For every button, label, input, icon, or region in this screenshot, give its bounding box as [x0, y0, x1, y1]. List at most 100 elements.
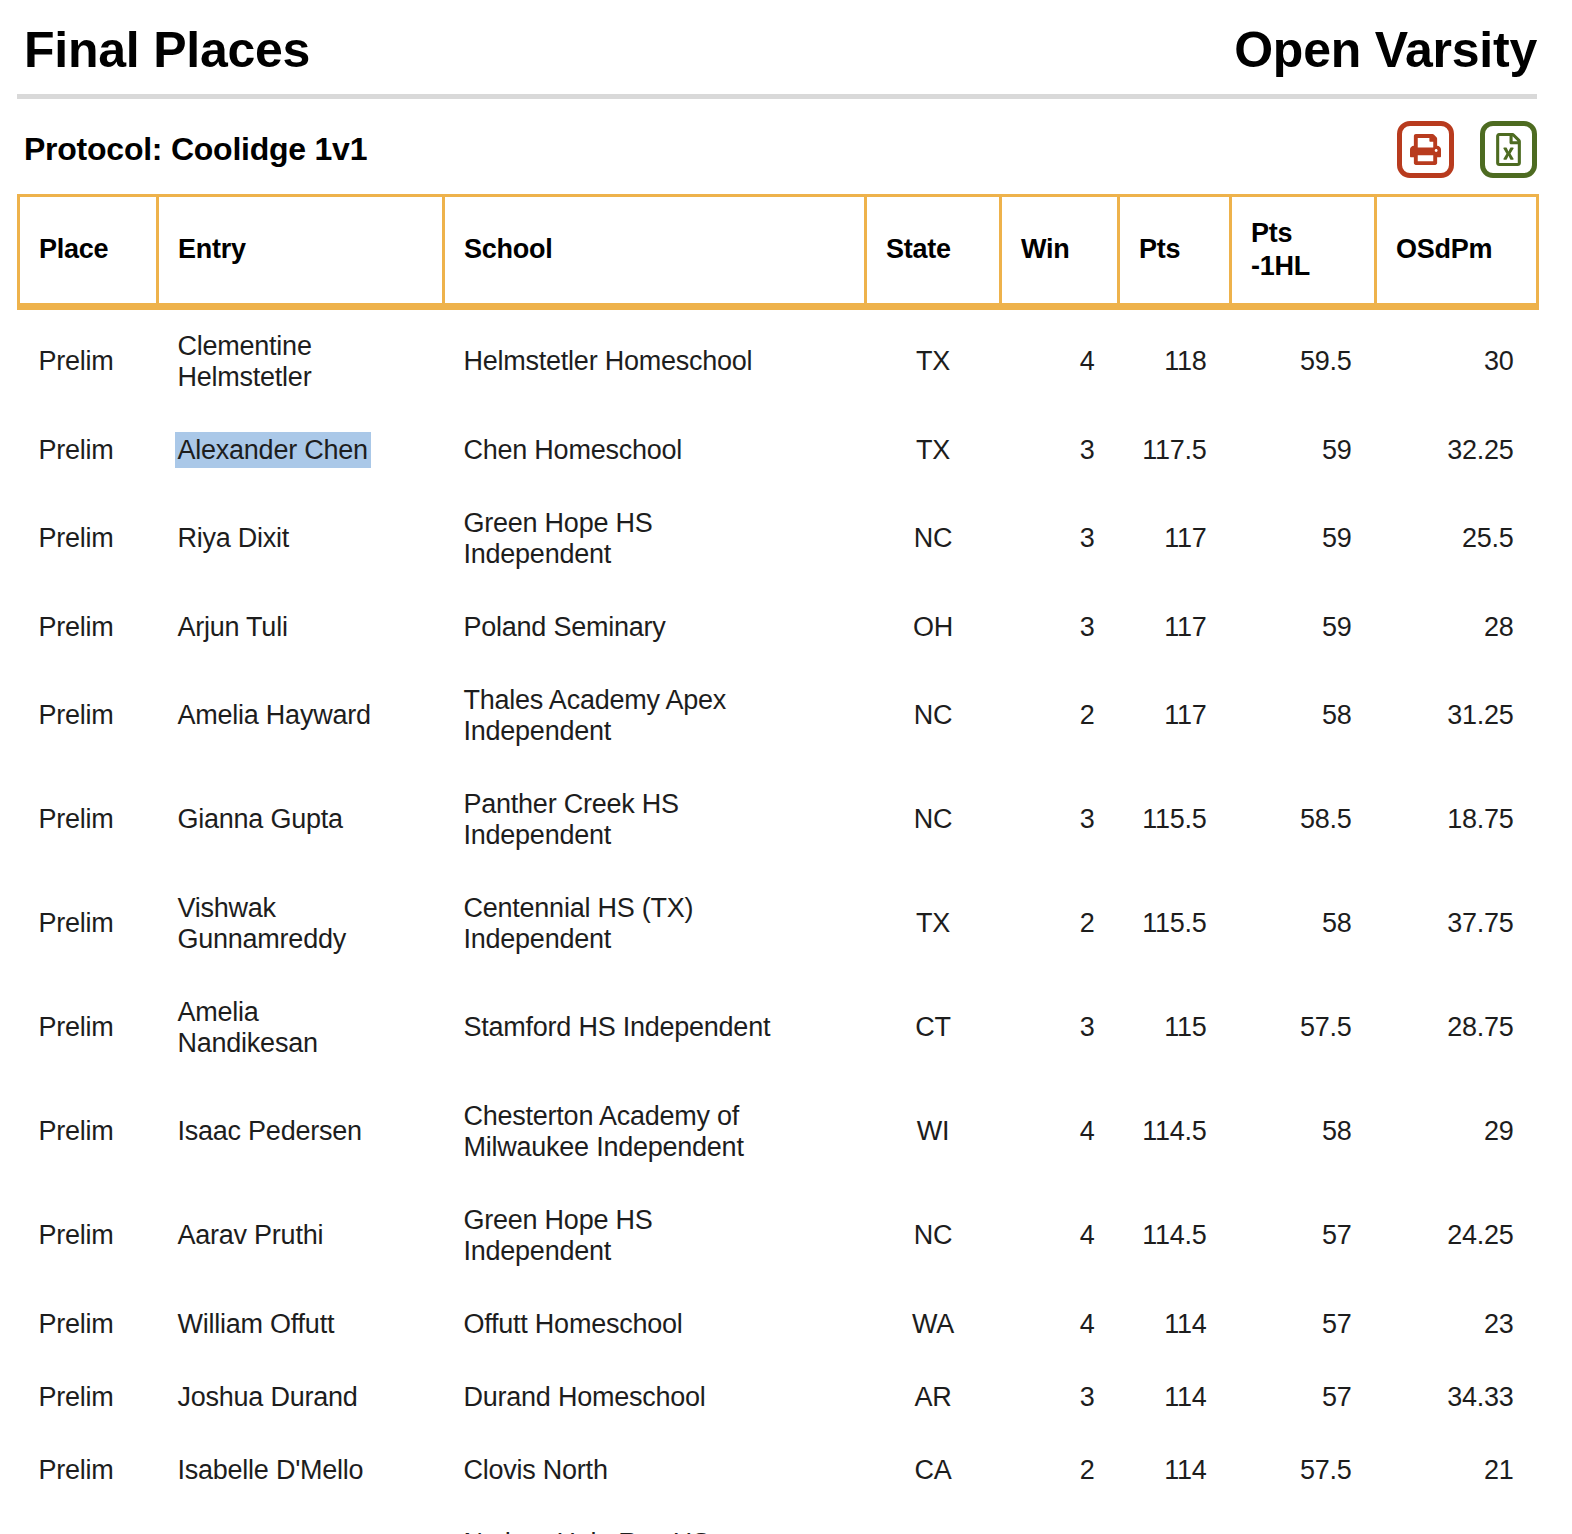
cell-pts-1hl: 59 [1231, 414, 1376, 487]
title-row: Final Places Open Varsity [17, 0, 1537, 80]
cell-osdpm: 30 [1376, 306, 1538, 414]
print-button[interactable] [1397, 121, 1454, 178]
cell-state: TX [866, 872, 1001, 976]
column-header-win: Win [1001, 195, 1119, 306]
cell-pts-1hl: 59 [1231, 487, 1376, 591]
cell-win: 4 [1001, 306, 1119, 414]
entry-name: Amelia Hayward [178, 700, 371, 730]
cell-entry: Arlow Mousseau [158, 1507, 444, 1534]
entry-name: Amelia Nandikesan [178, 997, 318, 1058]
toolbar [1397, 121, 1537, 178]
cell-pts-1hl: 58 [1231, 1080, 1376, 1184]
results-table: PlaceEntrySchoolStateWinPtsPts -1HLOSdPm… [17, 194, 1539, 1534]
cell-osdpm: 32.25 [1376, 414, 1538, 487]
cell-state: CT [866, 976, 1001, 1080]
cell-school: Nathan Hale Ray HS Independent [444, 1507, 866, 1534]
cell-entry: Aarav Pruthi [158, 1184, 444, 1288]
cell-place: Prelim [19, 1184, 158, 1288]
cell-state: NC [866, 1184, 1001, 1288]
cell-pts: 114.5 [1119, 1184, 1231, 1288]
table-row: Prelim Amelia Hayward Thales Academy Ape… [19, 664, 1538, 768]
division-title: Open Varsity [1234, 22, 1537, 80]
entry-name: Gianna Gupta [178, 804, 343, 834]
cell-state: OH [866, 591, 1001, 664]
cell-win: 3 [1001, 591, 1119, 664]
column-header-entry: Entry [158, 195, 444, 306]
cell-pts: 114 [1119, 1434, 1231, 1507]
column-header-place: Place [19, 195, 158, 306]
cell-state: TX [866, 414, 1001, 487]
cell-pts: 117 [1119, 487, 1231, 591]
cell-place: Prelim [19, 1361, 158, 1434]
cell-state: CT [866, 1507, 1001, 1534]
print-icon [1410, 134, 1441, 165]
cell-school: Helmstetler Homeschool [444, 306, 866, 414]
entry-name: Riya Dixit [178, 523, 290, 553]
cell-place: Prelim [19, 1288, 158, 1361]
cell-school: Durand Homeschool [444, 1361, 866, 1434]
cell-place: Prelim [19, 487, 158, 591]
table-body: Prelim Clementine Helmstetler Helmstetle… [19, 306, 1538, 1534]
column-header-osdpm: OSdPm [1376, 195, 1538, 306]
page-title: Final Places [24, 22, 310, 80]
entry-name: Vishwak Gunnamreddy [178, 893, 346, 954]
column-header-pts: Pts [1119, 195, 1231, 306]
excel-file-icon [1495, 133, 1522, 166]
cell-state: NC [866, 487, 1001, 591]
cell-osdpm: 28.75 [1376, 976, 1538, 1080]
excel-export-button[interactable] [1480, 121, 1537, 178]
cell-pts-1hl: 59 [1231, 591, 1376, 664]
cell-win: 4 [1001, 1184, 1119, 1288]
cell-pts: 115.5 [1119, 872, 1231, 976]
cell-state: WA [866, 1288, 1001, 1361]
cell-entry: Isabelle D'Mello [158, 1434, 444, 1507]
cell-pts-1hl: 59.5 [1231, 306, 1376, 414]
entry-name: Clementine Helmstetler [178, 331, 312, 392]
cell-school: Centennial HS (TX) Independent [444, 872, 866, 976]
cell-osdpm: 18.75 [1376, 768, 1538, 872]
cell-place: Prelim [19, 1507, 158, 1534]
cell-win: 3 [1001, 414, 1119, 487]
table-row: Prelim Riya Dixit Green Hope HS Independ… [19, 487, 1538, 591]
cell-pts: 114 [1119, 1507, 1231, 1534]
entry-name: Alexander Chen [178, 435, 368, 465]
cell-entry: Clementine Helmstetler [158, 306, 444, 414]
entry-name: Joshua Durand [178, 1382, 358, 1412]
cell-pts: 117 [1119, 591, 1231, 664]
cell-entry: Arjun Tuli [158, 591, 444, 664]
cell-school: Green Hope HS Independent [444, 1184, 866, 1288]
cell-pts-1hl: 57 [1231, 1361, 1376, 1434]
table-row: Prelim Arjun Tuli Poland Seminary OH 3 1… [19, 591, 1538, 664]
cell-pts-1hl: 58.5 [1231, 768, 1376, 872]
cell-pts: 114.5 [1119, 1080, 1231, 1184]
cell-win: 2 [1001, 1434, 1119, 1507]
cell-entry: Isaac Pedersen [158, 1080, 444, 1184]
cell-osdpm: 21 [1376, 1434, 1538, 1507]
cell-school: Chen Homeschool [444, 414, 866, 487]
cell-place: Prelim [19, 414, 158, 487]
cell-place: Prelim [19, 306, 158, 414]
table-row: Prelim Isaac Pedersen Chesterton Academy… [19, 1080, 1538, 1184]
cell-school: Green Hope HS Independent [444, 487, 866, 591]
cell-osdpm: 24.25 [1376, 1184, 1538, 1288]
cell-pts: 114 [1119, 1288, 1231, 1361]
cell-win: 3 [1001, 768, 1119, 872]
cell-osdpm: 31.25 [1376, 664, 1538, 768]
cell-win: 3 [1001, 1361, 1119, 1434]
cell-place: Prelim [19, 768, 158, 872]
cell-entry: Amelia Nandikesan [158, 976, 444, 1080]
cell-school: Stamford HS Independent [444, 976, 866, 1080]
cell-osdpm: 23 [1376, 1288, 1538, 1361]
cell-state: CA [866, 1434, 1001, 1507]
cell-entry: Riya Dixit [158, 487, 444, 591]
cell-pts-1hl: 58 [1231, 872, 1376, 976]
table-row: Prelim Clementine Helmstetler Helmstetle… [19, 306, 1538, 414]
cell-pts: 115.5 [1119, 768, 1231, 872]
column-header-state: State [866, 195, 1001, 306]
entry-name: Isaac Pedersen [178, 1116, 362, 1146]
cell-state: NC [866, 768, 1001, 872]
cell-place: Prelim [19, 1080, 158, 1184]
cell-entry: Gianna Gupta [158, 768, 444, 872]
cell-win: 2 [1001, 1507, 1119, 1534]
cell-entry: William Offutt [158, 1288, 444, 1361]
